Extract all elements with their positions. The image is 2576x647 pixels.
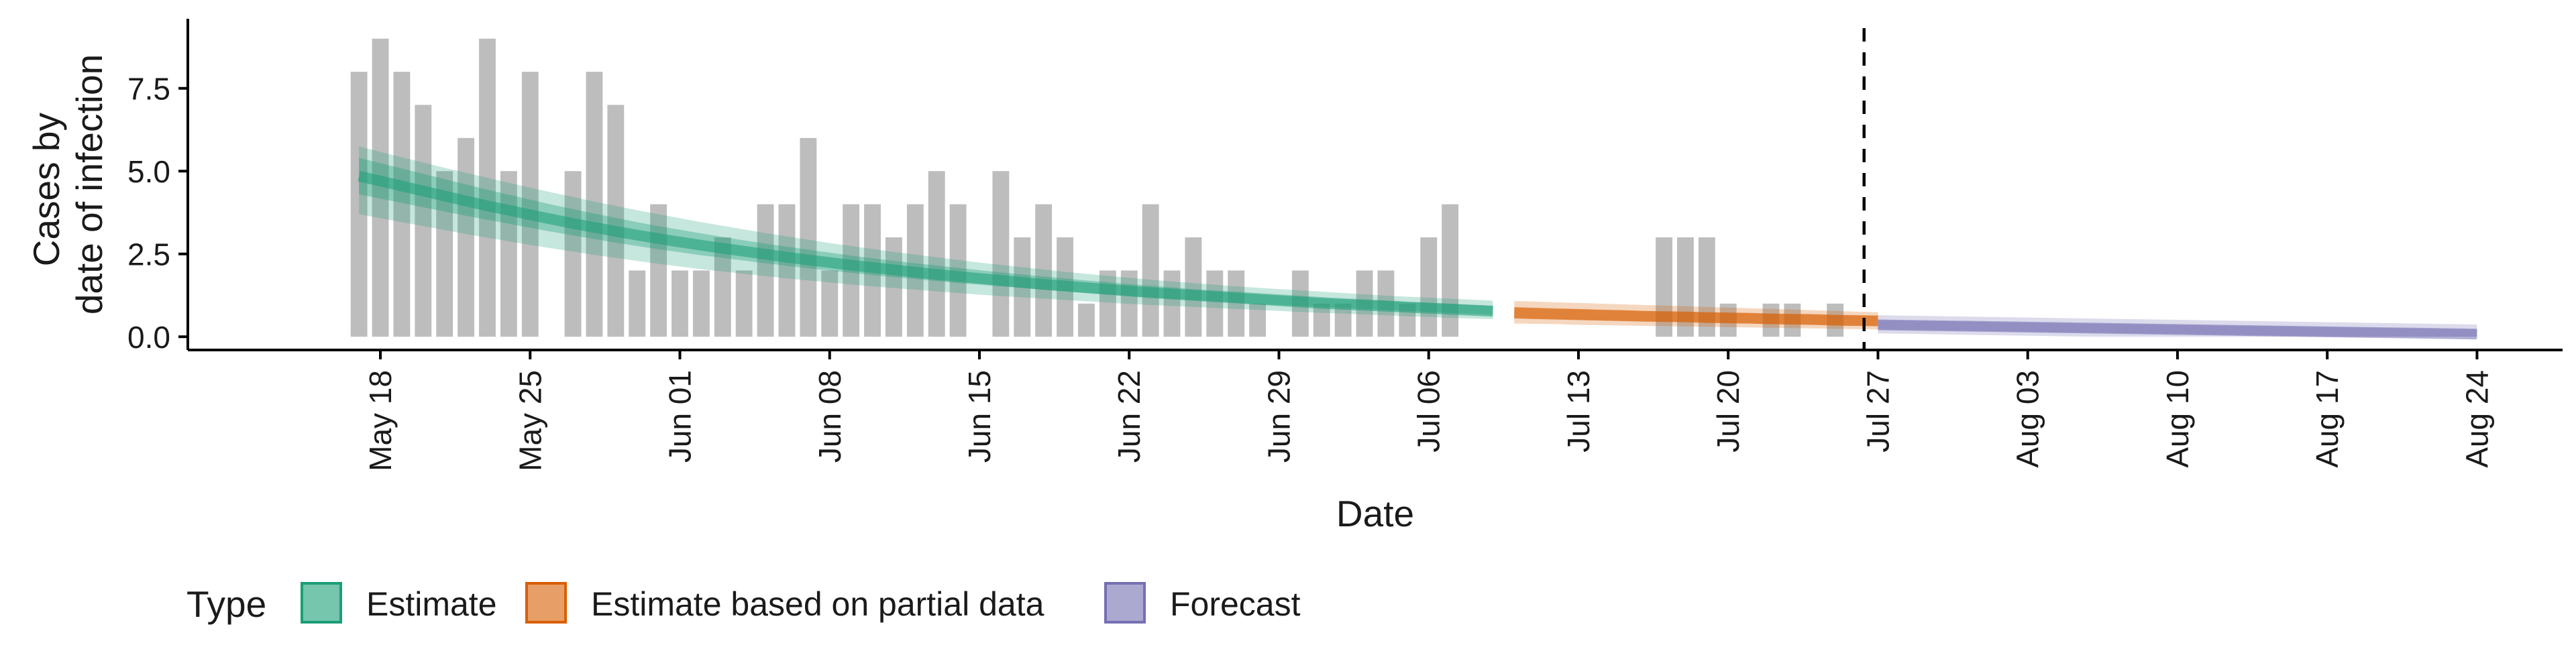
case-bar: [586, 72, 603, 337]
x-tick-label: Jul 06: [1411, 370, 1446, 453]
case-bar: [1185, 237, 1202, 337]
legend-swatch-3: [1104, 582, 1146, 624]
x-tick-label: Jun 29: [1261, 370, 1296, 463]
x-tick-label: Aug 24: [2459, 370, 2494, 468]
case-bar: [1313, 303, 1330, 337]
case-bar: [672, 270, 688, 337]
legend-swatch-2: [525, 582, 567, 624]
series-1-median-line: [1514, 307, 1878, 327]
legend-swatch-1: [301, 582, 342, 624]
case-bar: [1078, 303, 1095, 337]
case-bar: [821, 270, 839, 337]
y-ticks: 0.0 2.5 5.0 7.5: [127, 72, 188, 355]
axes-layer: [186, 19, 2563, 351]
y-axis-title-line2: date of infection: [68, 54, 110, 314]
case-bar: [479, 38, 496, 337]
series-0-inner-band: [359, 158, 1493, 315]
x-tick-label: Jul 27: [1860, 370, 1895, 453]
x-tick-label: Jun 08: [812, 370, 847, 463]
x-tick-label: Jun 01: [663, 370, 698, 463]
median-lines-layer: [358, 170, 2477, 340]
case-bar: [458, 137, 475, 337]
case-bar: [650, 204, 667, 337]
case-bar: [928, 171, 945, 337]
y-tick-label: 7.5: [127, 72, 170, 107]
legend-label-1: Estimate: [366, 585, 497, 623]
case-bar: [1163, 270, 1181, 337]
x-tick-label: Jun 22: [1112, 370, 1146, 463]
case-bar: [692, 270, 710, 337]
y-tick-label: 0.0: [127, 320, 170, 355]
case-bar: [735, 270, 753, 337]
series-2-median-line: [1878, 319, 2477, 340]
case-bar: [1142, 204, 1159, 337]
y-tick-label: 2.5: [127, 237, 170, 272]
bars-layer: [350, 38, 1844, 337]
case-bar: [629, 270, 646, 337]
case-bar: [757, 204, 774, 337]
case-bar: [521, 72, 539, 337]
case-bar: [1249, 303, 1267, 337]
case-bar: [500, 171, 517, 337]
case-bar: [1120, 270, 1138, 337]
case-bar: [992, 171, 1010, 337]
series-0-median-line: [358, 170, 1493, 317]
x-tick-label: Jul 13: [1561, 370, 1596, 453]
x-ticks: May 18 May 25 Jun 01 Jun 08 Jun 15 Jun 22 Jun …: [363, 350, 2494, 471]
y-tick-label: 5.0: [127, 154, 170, 189]
case-bar: [564, 171, 582, 337]
case-bar: [393, 72, 411, 337]
case-bar: [607, 105, 625, 337]
x-axis-title: Date: [1336, 493, 1414, 534]
case-bar: [1035, 204, 1053, 337]
x-tick-label: May 25: [513, 370, 547, 471]
y-axis-title: Cases by date of infection: [25, 54, 110, 314]
y-axis-title-line1: Cases by: [25, 113, 67, 267]
x-tick-label: May 18: [363, 370, 398, 471]
case-bar: [800, 137, 817, 337]
legend-title: Type: [186, 583, 266, 625]
legend-label-3: Forecast: [1170, 585, 1301, 623]
x-tick-label: Jun 15: [962, 370, 997, 463]
x-tick-label: Aug 10: [2160, 370, 2195, 468]
legend-label-2: Estimate based on partial data: [591, 585, 1044, 623]
x-tick-label: Aug 17: [2310, 370, 2345, 468]
case-bar: [415, 105, 432, 337]
case-bar: [885, 237, 902, 337]
case-bar: [1206, 270, 1224, 337]
case-bar: [350, 72, 368, 337]
x-tick-label: Aug 03: [2010, 370, 2045, 468]
case-bar: [949, 204, 967, 337]
x-tick-label: Jul 20: [1711, 370, 1746, 453]
case-bar: [1420, 237, 1438, 337]
legend: Type Estimate Estimate based on partial d…: [186, 582, 1301, 625]
case-bar: [778, 204, 796, 337]
case-bar: [1099, 270, 1116, 337]
